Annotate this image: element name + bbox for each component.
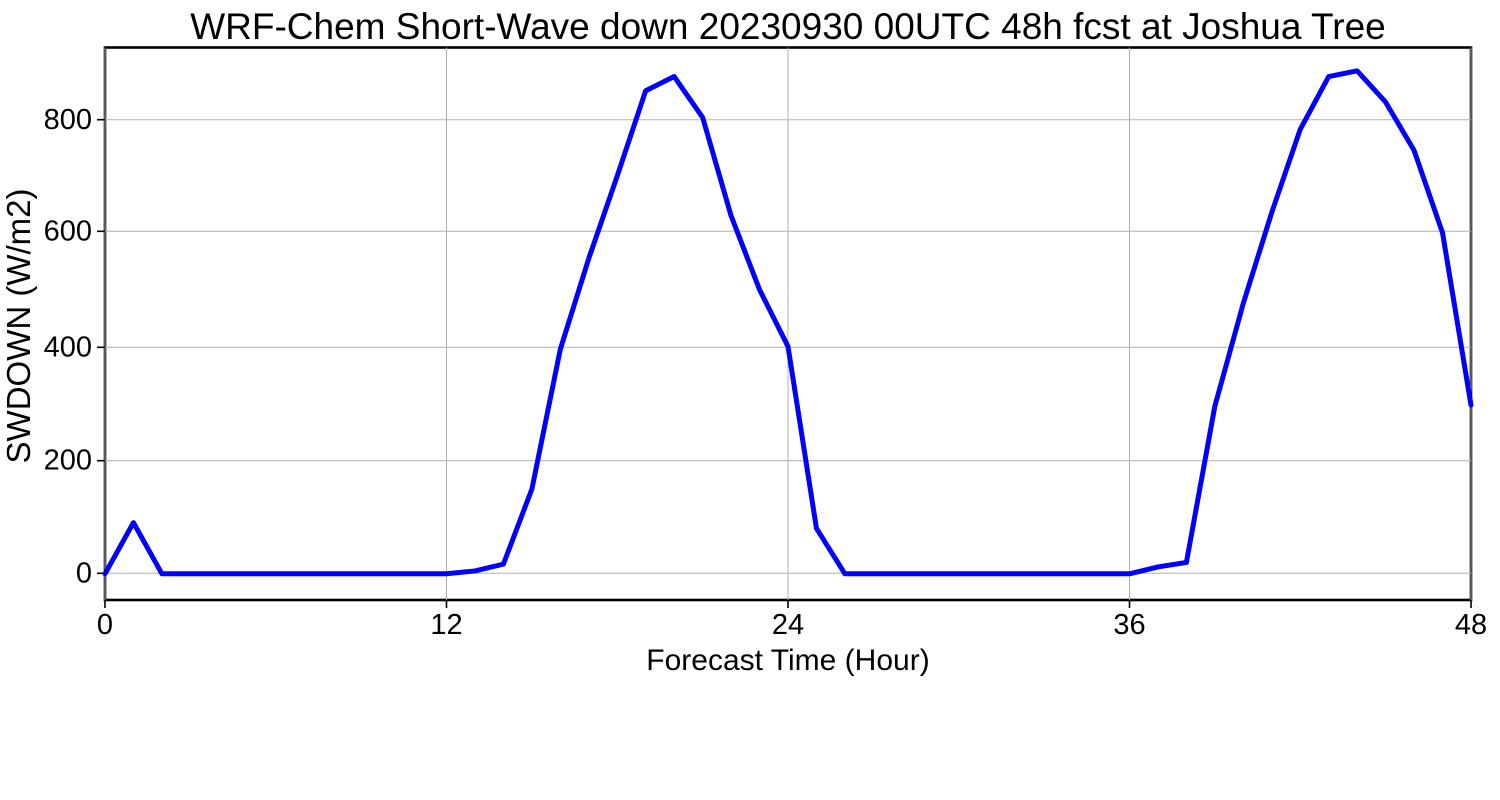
- svg-text:600: 600: [44, 216, 92, 248]
- svg-text:Forecast Time (Hour): Forecast Time (Hour): [646, 644, 929, 677]
- svg-text:200: 200: [44, 445, 92, 477]
- svg-text:WRF-Chem Short-Wave down 2023: WRF-Chem Short-Wave down 20230930 00UTC …: [190, 6, 1386, 47]
- svg-text:SWDOWN (W/m2): SWDOWN (W/m2): [0, 189, 37, 464]
- svg-text:0: 0: [76, 558, 92, 590]
- svg-text:48: 48: [1455, 609, 1487, 641]
- svg-text:24: 24: [772, 609, 804, 641]
- svg-text:0: 0: [97, 609, 113, 641]
- svg-text:800: 800: [44, 104, 92, 136]
- svg-text:36: 36: [1113, 609, 1145, 641]
- svg-text:400: 400: [44, 332, 92, 364]
- svg-text:12: 12: [430, 609, 462, 641]
